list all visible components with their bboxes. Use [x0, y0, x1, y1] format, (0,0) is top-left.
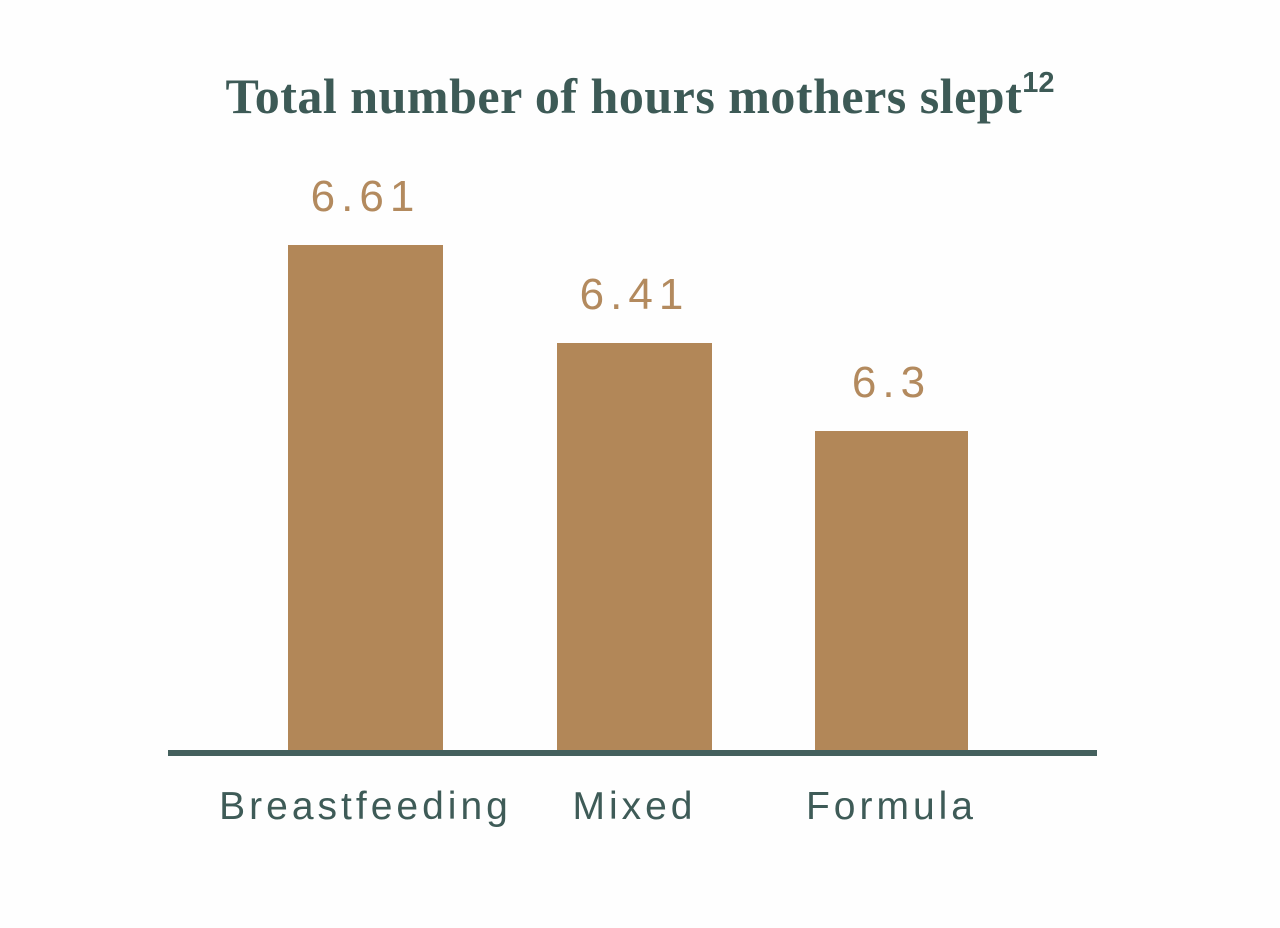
chart-title-superscript: 12 — [1022, 67, 1055, 99]
category-label-formula: Formula — [805, 785, 978, 828]
bar-mixed — [557, 343, 712, 753]
chart-title-text: Total number of hours mothers slept — [225, 68, 1023, 124]
value-label-mixed: 6.41 — [579, 270, 690, 319]
bar-formula — [815, 431, 968, 753]
bar-breastfeeding — [288, 245, 443, 753]
value-label-breastfeeding: 6.61 — [310, 172, 421, 221]
plot-area: 6.61 6.41 6.3 — [288, 172, 968, 753]
category-label-breastfeeding: Breastfeeding — [219, 785, 512, 828]
category-label-mixed: Mixed — [572, 785, 697, 828]
value-label-formula: 6.3 — [851, 358, 932, 407]
chart-title: Total number of hours mothers slept12 — [0, 66, 1280, 126]
x-axis-baseline — [168, 750, 1097, 756]
